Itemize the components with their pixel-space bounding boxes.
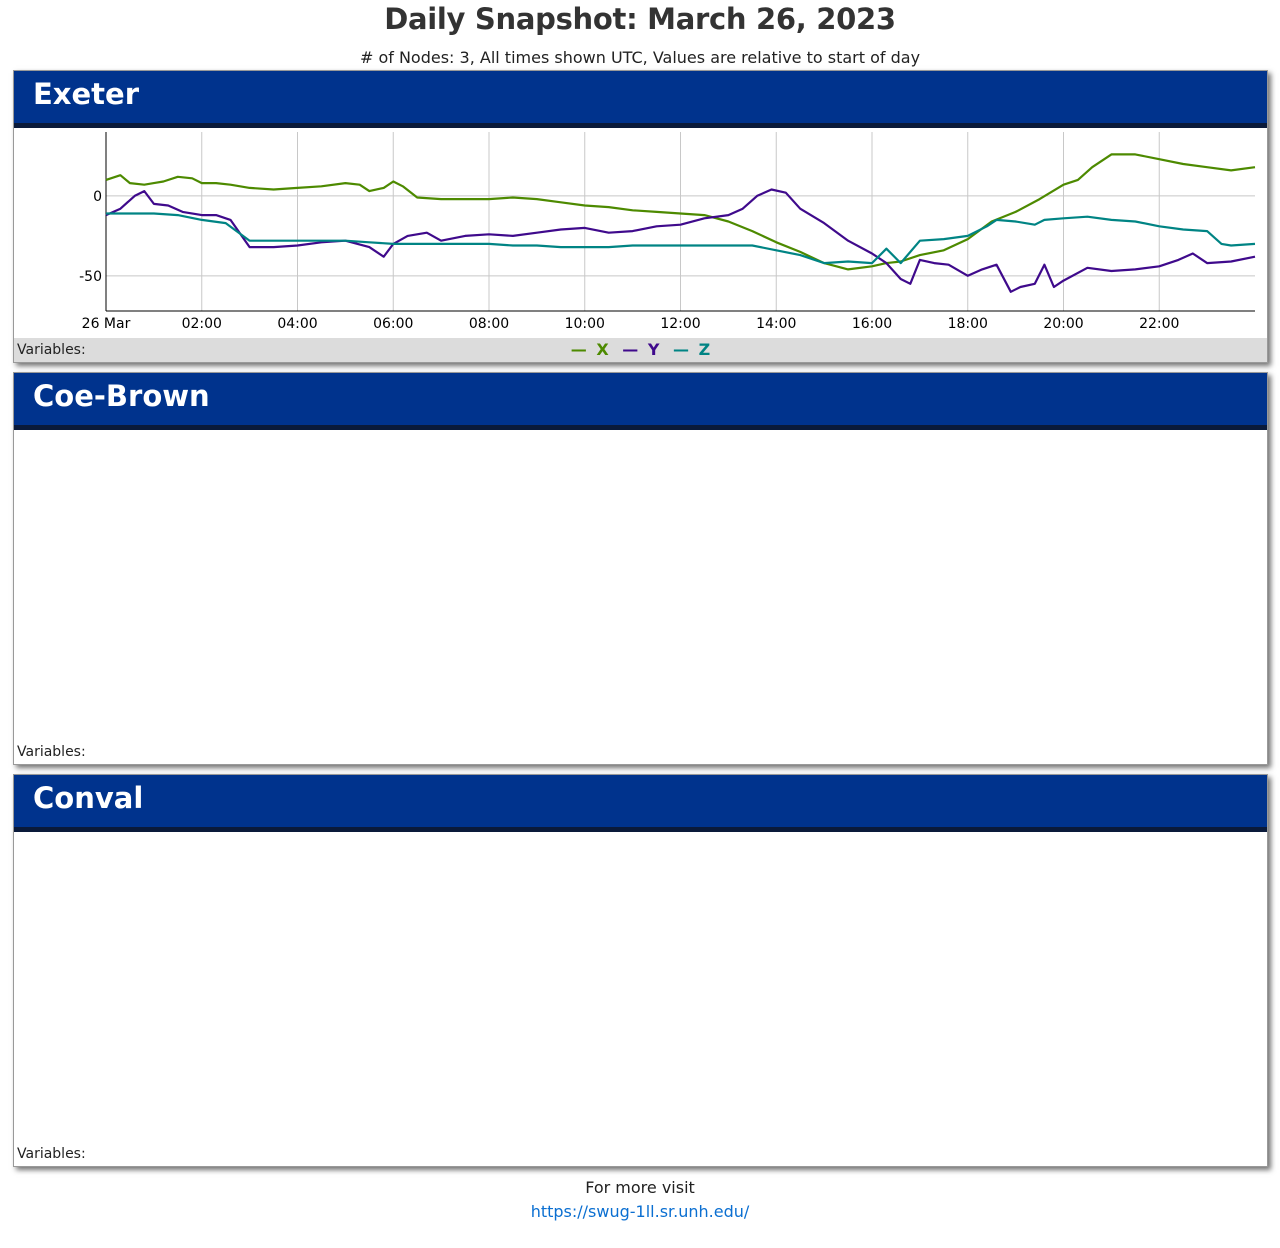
- footer-text: For more visit: [585, 1178, 695, 1197]
- exeter-chart: 26 Mar 02:00 04:00 06:00 08:00 10:00 12:00 14:0…: [79, 132, 1256, 332]
- y-tick-label: 0: [93, 189, 102, 205]
- footer-link[interactable]: https://swug-1ll.sr.unh.edu/: [530, 1202, 750, 1221]
- panel-header: Exeter: [14, 71, 1267, 128]
- x-tick-label: 22:00: [1139, 316, 1179, 332]
- panel-exeter: Exeter 26 Mar 02:00 04:00 06:00 08:00 10:00 12…: [13, 70, 1268, 363]
- variables-bar: Variables:: [14, 740, 1267, 764]
- x-tick-label: 12:00: [660, 316, 700, 332]
- chart-axes: [105, 132, 1255, 312]
- x-tick-label: 08:00: [469, 316, 509, 332]
- x-tick-label: 18:00: [948, 316, 988, 332]
- legend-swatch-z: —: [673, 340, 690, 359]
- x-tick-label: 10:00: [565, 316, 605, 332]
- page-title: Daily Snapshot: March 26, 2023: [384, 2, 896, 36]
- x-tick-label: 02:00: [182, 316, 222, 332]
- page-subtitle: # of Nodes: 3, All times shown UTC, Valu…: [359, 48, 921, 67]
- x-tick-label: 04:00: [277, 316, 317, 332]
- legend-item-x[interactable]: — X: [569, 340, 611, 359]
- series-line-z: [106, 212, 1256, 265]
- series-line-y: [105, 188, 1256, 293]
- legend-label-z: Z: [698, 340, 711, 359]
- x-tick-label: 26 Mar: [82, 316, 131, 332]
- variables-label: Variables:: [17, 744, 86, 760]
- chart-series: [105, 153, 1256, 293]
- series-line-x: [105, 153, 1256, 271]
- variables-bar: Variables:: [14, 1142, 1267, 1166]
- panel-header: Coe-Brown: [14, 373, 1267, 430]
- x-tick-label: 20:00: [1043, 316, 1083, 332]
- panel-body: 26 Mar 02:00 04:00 06:00 08:00 10:00 12:00 14:0…: [14, 128, 1267, 362]
- variables-label: Variables:: [17, 342, 86, 358]
- legend-label-x: X: [596, 340, 609, 359]
- panel-coe-brown: Coe-Brown Variables:: [13, 372, 1268, 765]
- legend-item-z[interactable]: — Z: [671, 340, 712, 359]
- legend-swatch-y: —: [622, 340, 639, 359]
- x-tick-label: 06:00: [373, 316, 413, 332]
- legend-swatch-x: —: [570, 340, 587, 359]
- x-tick-label: 16:00: [852, 316, 892, 332]
- panel-body: Variables:: [14, 430, 1267, 764]
- legend-label-y: Y: [647, 340, 660, 359]
- variables-label: Variables:: [17, 1146, 86, 1162]
- variables-bar: Variables: — X — Y — Z: [14, 338, 1267, 362]
- panel-header: Conval: [14, 775, 1267, 832]
- x-tick-label: 14:00: [756, 316, 796, 332]
- panel-body: Variables:: [14, 832, 1267, 1166]
- chart-legend: — X — Y — Z: [14, 338, 1267, 362]
- chart-tick-labels: 26 Mar 02:00 04:00 06:00 08:00 10:00 12:00 14:0…: [79, 189, 1179, 332]
- legend-item-y[interactable]: — Y: [620, 340, 661, 359]
- chart-grid: [106, 132, 1255, 311]
- panel-conval: Conval Variables:: [13, 774, 1268, 1167]
- y-tick-label: -50: [79, 269, 102, 285]
